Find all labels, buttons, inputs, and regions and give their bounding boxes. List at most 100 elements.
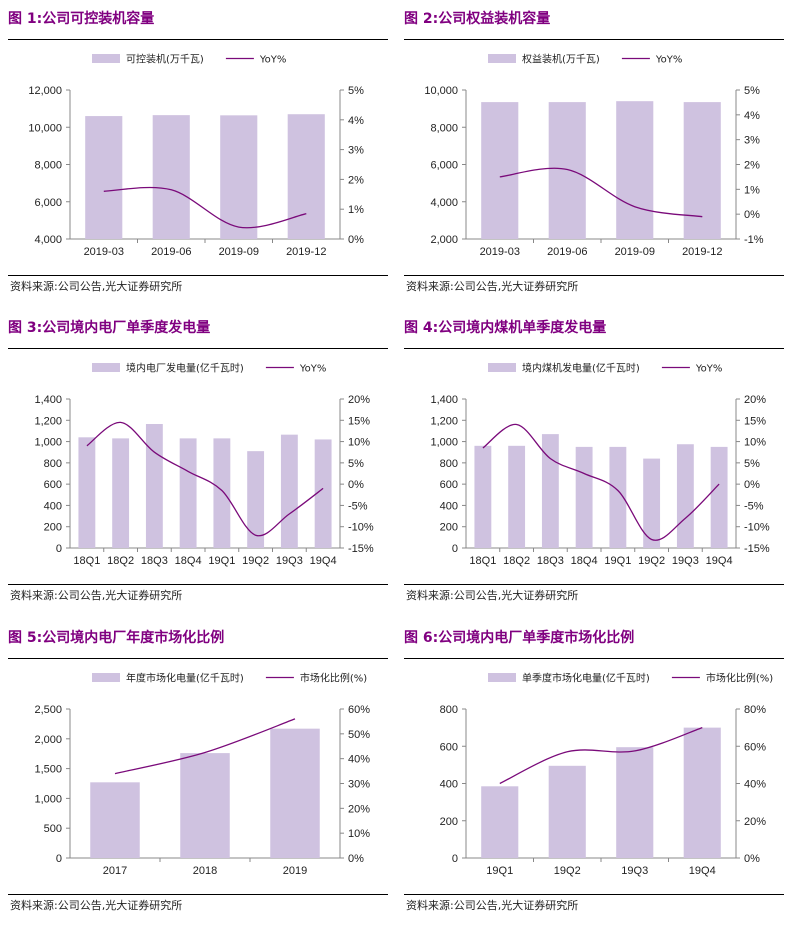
y-left-tick-label: 600 — [44, 479, 62, 491]
y-left-tick-label: 2,000 — [34, 734, 62, 746]
legend-line-label: 市场化比例(%) — [300, 672, 367, 685]
y-right-tick-label: 80% — [744, 704, 766, 716]
y-left-tick-label: 6,000 — [430, 160, 458, 172]
figure-name: 公司境内电厂单季度市场化比例 — [438, 630, 635, 646]
y-right-tick-label: -5% — [348, 500, 368, 512]
y-right-tick-label: -10% — [744, 522, 770, 534]
y-left-tick-label: 4,000 — [34, 234, 62, 246]
y-left-tick-label: 12,000 — [28, 85, 62, 97]
y-left-tick-label: 600 — [440, 741, 458, 753]
yoy-line — [114, 718, 296, 775]
legend-bar-swatch — [488, 54, 516, 63]
bar — [710, 446, 728, 548]
x-tick-label: 2019-12 — [286, 246, 326, 258]
bottom-rule — [8, 584, 388, 585]
figure-title: 图 4:公司境内煤机单季度发电量 — [404, 317, 606, 339]
figure-name: 公司境内煤机单季度发电量 — [438, 320, 607, 336]
bar — [541, 434, 559, 548]
y-left-tick-label: 4,000 — [430, 197, 458, 209]
legend-bar-swatch — [92, 673, 120, 682]
y-right-tick-label: 0% — [744, 853, 760, 865]
x-tick-label: 19Q1 — [208, 555, 235, 567]
legend-bar-swatch — [488, 673, 516, 682]
figure-panel-1: 图 1:公司可控装机容量 可控装机(万千瓦) YoY% 4,000 6,000 8,00… — [8, 8, 388, 308]
bottom-rule — [404, 584, 784, 585]
y-right-tick-label: 4% — [348, 115, 364, 127]
y-left-tick-label: 1,400 — [430, 394, 458, 406]
y-left-tick-label: 0 — [452, 853, 458, 865]
combo-chart-3: 境内电厂发电量(亿千瓦时) YoY% 0 200 400 600 800 1,000 1,200… — [34, 362, 374, 568]
legend-bar-swatch — [92, 54, 120, 63]
bar — [180, 753, 230, 858]
x-tick-label: 18Q2 — [503, 555, 530, 567]
y-left-tick-label: 10,000 — [28, 122, 62, 134]
bar — [683, 727, 721, 858]
y-right-tick-label: 60% — [744, 741, 766, 753]
y-right-tick-label: 1% — [348, 204, 364, 216]
x-tick-label: 19Q2 — [554, 865, 581, 877]
bar — [474, 445, 492, 548]
y-right-tick-label: 4% — [744, 110, 760, 122]
bar — [90, 782, 140, 858]
bar — [616, 101, 654, 239]
x-tick-label: 18Q2 — [107, 555, 134, 567]
x-tick-label: 18Q3 — [537, 555, 564, 567]
x-tick-label: 2019-12 — [682, 246, 722, 258]
legend: 境内电厂发电量(亿千瓦时) YoY% — [92, 362, 326, 375]
y-right-tick-label: 3% — [744, 135, 760, 147]
y-right-tick-label: -15% — [348, 543, 374, 555]
y-right-tick-label: 5% — [348, 458, 364, 470]
legend: 权益装机(万千瓦) YoY% — [488, 53, 682, 66]
legend-bar-swatch — [92, 363, 120, 372]
y-right-tick-label: 50% — [348, 729, 370, 741]
bottom-rule — [404, 275, 784, 276]
y-right-tick-label: 5% — [348, 85, 364, 97]
y-right-tick-label: 0% — [744, 209, 760, 221]
x-tick-label: 18Q3 — [141, 555, 168, 567]
figure-label: 图 4: — [404, 320, 439, 336]
top-rule — [8, 658, 388, 659]
legend: 境内煤机发电量(亿千瓦时) YoY% — [488, 362, 722, 375]
y-left-tick-label: 400 — [440, 779, 458, 791]
y-left-tick-label: 800 — [440, 704, 458, 716]
bar — [575, 446, 593, 548]
y-left-tick-label: 0 — [56, 543, 62, 555]
legend-bar-label: 境内煤机发电量(亿千瓦时) — [522, 362, 640, 375]
x-tick-label: 19Q4 — [689, 865, 716, 877]
bar — [643, 458, 661, 548]
y-right-tick-label: 0% — [348, 234, 364, 246]
y-right-tick-label: 20% — [348, 394, 370, 406]
y-left-tick-label: 1,500 — [34, 764, 62, 776]
bar — [152, 115, 190, 239]
y-left-tick-label: 1,000 — [34, 437, 62, 449]
bar — [548, 765, 586, 858]
y-left-tick-label: 800 — [44, 458, 62, 470]
y-right-tick-label: 10% — [348, 437, 370, 449]
figure-panel-6: 图 6:公司境内电厂单季度市场化比例 单季度市场化电量(亿千瓦时) 市场化比例(%… — [404, 627, 784, 927]
legend-line-label: 市场化比例(%) — [706, 672, 773, 685]
y-right-tick-label: 15% — [744, 415, 766, 427]
x-tick-label: 19Q3 — [621, 865, 648, 877]
legend-line-label: YoY% — [259, 55, 287, 66]
top-rule — [8, 39, 388, 40]
legend: 可控装机(万千瓦) YoY% — [92, 53, 286, 66]
x-tick-label: 2019-09 — [219, 246, 259, 258]
x-tick-label: 2019-06 — [151, 246, 191, 258]
bar — [280, 434, 298, 548]
source-note: 资料来源:公司公告,光大证券研究所 — [10, 589, 183, 602]
bar — [481, 786, 519, 858]
y-right-tick-label: 40% — [744, 779, 766, 791]
y-left-tick-label: 200 — [440, 816, 458, 828]
figure-name: 公司可控装机容量 — [42, 11, 155, 27]
y-right-tick-label: 10% — [744, 437, 766, 449]
figure-label: 图 2: — [404, 11, 439, 27]
y-right-tick-label: 20% — [744, 816, 766, 828]
y-left-tick-label: 6,000 — [34, 197, 62, 209]
y-left-tick-label: 800 — [440, 458, 458, 470]
y-left-tick-label: 2,500 — [34, 704, 62, 716]
y-left-tick-label: 200 — [440, 522, 458, 534]
x-tick-label: 2019-03 — [480, 246, 520, 258]
y-right-tick-label: 20% — [744, 394, 766, 406]
figure-name: 公司境内电厂单季度发电量 — [42, 320, 211, 336]
